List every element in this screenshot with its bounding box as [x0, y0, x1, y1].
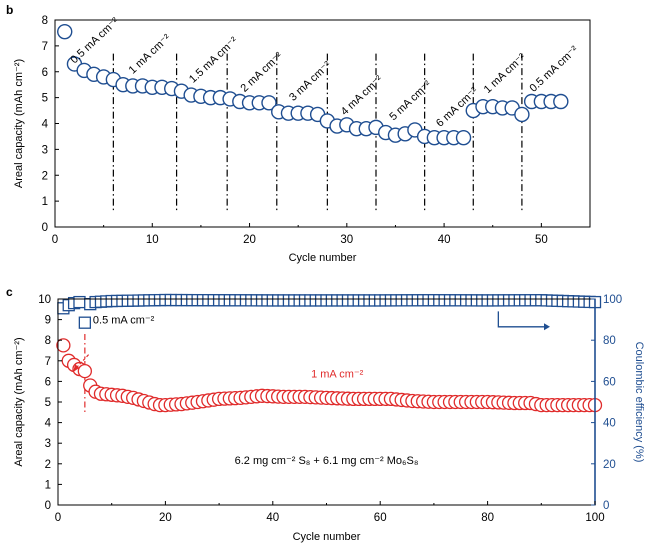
- chart-panel-b: 0.5 mA cm⁻² 1 mA cm⁻² 1.5 mA cm⁻²2 mA cm⁻²…: [13, 15, 591, 264]
- panel-label-c: c: [6, 285, 13, 299]
- chart-b-x-tick-label: 40: [438, 234, 451, 246]
- chart-c-y-tick-label: 8: [45, 335, 51, 347]
- chart-c-y-tick-label: 4: [45, 418, 52, 430]
- chart-b-data-point: [261, 95, 277, 111]
- chart-b-y-tick-label: 0: [42, 222, 48, 234]
- chart-c-y2-tick-label: 20: [603, 459, 616, 471]
- chart-c-y-tick-label: 7: [45, 356, 51, 368]
- chart-c-y-tick-label: 9: [45, 315, 51, 327]
- chart-b-x-tick-label: 30: [340, 234, 353, 246]
- chart-b-y-tick-label: 8: [42, 15, 48, 27]
- chart-b-rate-label: 1 mA cm⁻²: [127, 32, 174, 77]
- chart-c-ce-point: [78, 316, 91, 329]
- chart-c-y-tick-label: 2: [45, 459, 51, 471]
- chart-b-rate-label: 4 mA cm⁻²: [339, 73, 386, 118]
- chart-c-x-tick-label: 60: [374, 512, 387, 524]
- chart-b-x-tick-label: 10: [146, 234, 159, 246]
- chart-c-y-axis-label: Areal capacity (mAh cm⁻²): [13, 337, 25, 466]
- chart-b-data-point: [514, 106, 530, 123]
- chart-c-ce-arrow: [497, 311, 544, 328]
- chart-c-x-tick-label: 100: [585, 512, 604, 524]
- chart-b-y-tick-label: 4: [42, 119, 49, 131]
- chart-c-x-axis-label: Cycle number: [293, 531, 361, 543]
- chart-c-y2-tick-label: 0: [603, 500, 609, 512]
- chart-b-rate-label: 0.5 mA cm⁻²: [527, 44, 580, 95]
- chart-c-y-tick-label: 6: [45, 376, 51, 388]
- chart-c-capacity-point: [56, 338, 71, 353]
- chart-c-y2-tick-label: 60: [603, 376, 616, 388]
- chart-b-y-tick-label: 6: [42, 67, 48, 79]
- chart-b-x-tick-label: 50: [535, 234, 548, 246]
- chart-b-x-axis-label: Cycle number: [289, 252, 357, 264]
- chart-b-y-axis-label: Areal capacity (mAh cm⁻²): [13, 59, 25, 188]
- chart-b-rate-label: 5 mA cm⁻²: [387, 78, 434, 123]
- chart-b-rate-label: 2 mA cm⁻²: [239, 50, 286, 95]
- chart-b-data-point: [57, 23, 73, 40]
- chart-b-y-tick-label: 7: [42, 41, 48, 53]
- chart-b-rate-label: 3 mA cm⁻²: [287, 59, 334, 104]
- chart-c-y2-tick-label: 80: [603, 335, 616, 347]
- chart-b-x-tick-label: 0: [52, 234, 58, 246]
- chart-c-x-tick-label: 80: [481, 512, 494, 524]
- chart-c-capacity-point: [77, 363, 92, 379]
- chart-c-y-tick-label: 0: [45, 500, 51, 512]
- chart-c-loading-note: 6.2 mg cm⁻² S₈ + 6.1 mg cm⁻² Mo₆S₈: [235, 455, 419, 467]
- chart-b-y-tick-label: 3: [42, 144, 48, 156]
- chart-c-y-tick-label: 1: [45, 479, 51, 491]
- chart-b-axes: 0 10 20 30 40 50 0 1 2 3 4 5 6 7 8: [42, 15, 591, 246]
- chart-c-y2-tick-label: 100: [603, 294, 622, 306]
- chart-b-data-point: [455, 130, 472, 146]
- chart-b-y-tick-label: 2: [42, 170, 48, 182]
- chart-b-y-tick-label: 5: [42, 93, 48, 105]
- chart-c-rate-1-annotation: 1 mA cm⁻²: [311, 368, 364, 380]
- chart-c-y2-tick-label: 40: [603, 418, 616, 430]
- chart-c-capacity-arrow-head: [73, 364, 80, 373]
- chart-c-y-tick-label: 3: [45, 438, 51, 450]
- chart-c-x-tick-label: 0: [55, 512, 61, 524]
- chart-b-data-point: [553, 93, 569, 110]
- chart-c-y-tick-label: 5: [45, 397, 51, 409]
- chart-c-rate-05-annotation: 0.5 mA cm⁻²: [93, 315, 155, 327]
- chart-b-x-tick-label: 20: [243, 234, 256, 246]
- chart-c-x-tick-label: 20: [159, 512, 172, 524]
- chart-c-y-tick-label: 10: [38, 294, 51, 306]
- chart-b-rate-label: 1.5 mA cm⁻²: [187, 35, 240, 86]
- chart-c-ce-point: [73, 295, 86, 309]
- chart-c-marks: [56, 293, 603, 413]
- chart-b-marks: 0.5 mA cm⁻² 1 mA cm⁻² 1.5 mA cm⁻²2 mA cm⁻²…: [57, 15, 581, 212]
- chart-c-y2-axis-label: Coulombic efficiency (%): [633, 342, 645, 463]
- chart-c-ce-arrow-head: [543, 323, 550, 331]
- chart-b-y-tick-label: 1: [42, 196, 48, 208]
- chart-c-x-tick-label: 40: [266, 512, 279, 524]
- panel-label-b: b: [6, 3, 13, 17]
